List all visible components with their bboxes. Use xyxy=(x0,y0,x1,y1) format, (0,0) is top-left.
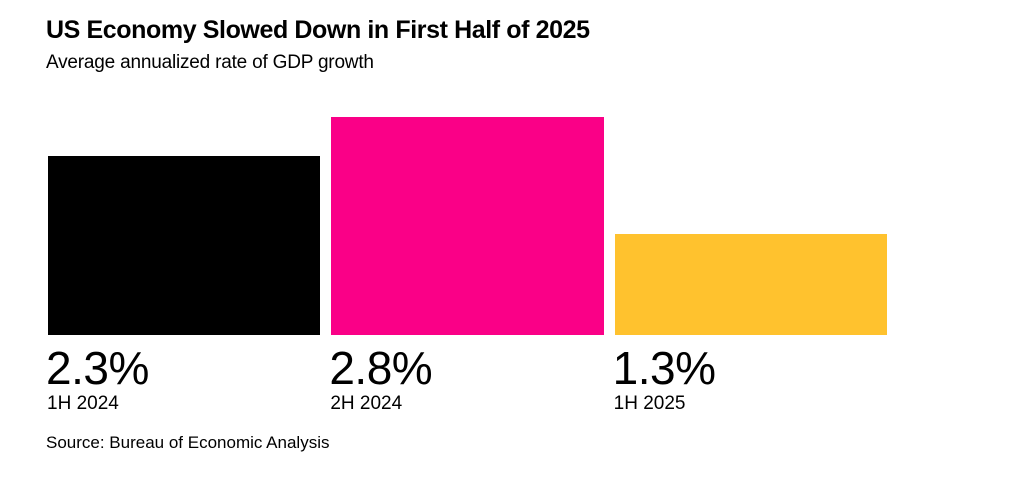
source-note: Source: Bureau of Economic Analysis xyxy=(46,433,330,452)
bar-value-label: 2.8% xyxy=(329,342,433,394)
bar-2h-2024 xyxy=(331,117,604,335)
bar-1h-2024 xyxy=(48,156,321,335)
bar-plot-area xyxy=(48,0,321,335)
bar-1h-2025 xyxy=(614,234,887,335)
bar-plot-area xyxy=(614,0,887,335)
bar-category-label: 1H 2025 xyxy=(613,393,686,414)
page-subtitle: Average annualized rate of GDP growth xyxy=(46,52,374,73)
bar-value-label: 2.3% xyxy=(46,342,149,394)
bar-column: 2.3% 1H 2024 xyxy=(46,0,321,415)
bar-plot-area xyxy=(331,0,604,335)
page-title: US Economy Slowed Down in First Half of … xyxy=(46,16,590,44)
bar-chart: 2.3% 1H 2024 2.8% 2H 2024 1.3% 1H 2025 xyxy=(46,0,887,415)
bar-category-label: 1H 2024 xyxy=(47,393,119,414)
bar-category-label: 2H 2024 xyxy=(330,393,403,414)
bar-column: 1.3% 1H 2025 xyxy=(612,0,887,415)
bar-value-label: 1.3% xyxy=(612,342,716,394)
bar-column: 2.8% 2H 2024 xyxy=(329,0,604,415)
